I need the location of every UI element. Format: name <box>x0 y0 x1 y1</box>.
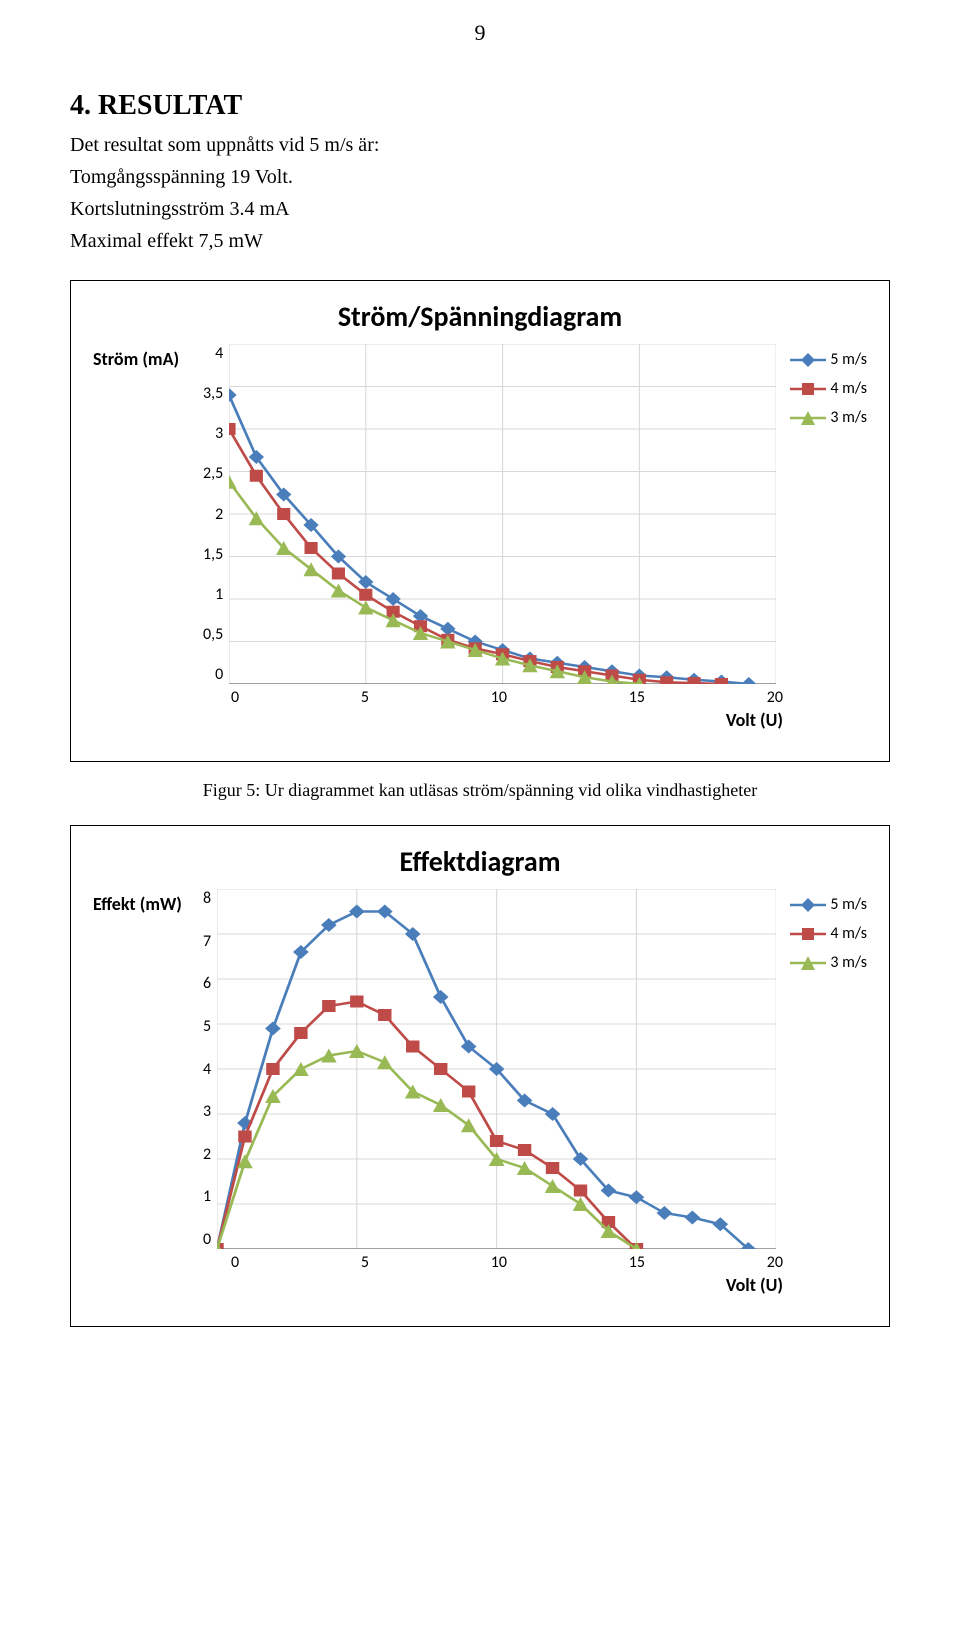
chart-power-yticks: 876543210 <box>203 889 217 1249</box>
legend-item: 3 m/s <box>790 408 867 427</box>
figure5-caption: Figur 5: Ur diagrammet kan utläsas ström… <box>70 780 890 801</box>
chart-power-plot <box>217 889 776 1249</box>
legend-item: 5 m/s <box>790 350 867 369</box>
legend-item: 3 m/s <box>790 953 867 972</box>
chart-power-legend: 5 m/s 4 m/s 3 m/s <box>790 889 867 972</box>
chart-power-frame: Effektdiagram Effekt (mW) 876543210 5 m/… <box>70 825 890 1327</box>
chart-iv-yticks: 43,532,521,510,50 <box>203 344 229 684</box>
section-heading: 4. RESULTAT <box>70 90 890 122</box>
chart-iv-legend: 5 m/s 4 m/s 3 m/s <box>790 344 867 427</box>
chart-iv-xlabel: Volt (U) <box>726 709 783 731</box>
chart-power-xticks: 05101520 <box>231 1253 783 1272</box>
result-line-2: Tomgångsspänning 19 Volt. <box>70 162 890 192</box>
page: 9 4. RESULTAT Det resultat som uppnåtts … <box>0 0 960 1630</box>
chart-power-xlabel: Volt (U) <box>726 1274 783 1296</box>
chart-power-title: Effektdiagram <box>93 844 867 879</box>
chart-iv-frame: Ström/Spänningdiagram Ström (mA) 43,532,… <box>70 280 890 762</box>
page-number: 9 <box>0 20 960 46</box>
chart-iv-title: Ström/Spänningdiagram <box>93 299 867 334</box>
result-line-4: Maximal effekt 7,5 mW <box>70 226 890 256</box>
legend-item: 5 m/s <box>790 895 867 914</box>
result-line-3: Kortslutningsström 3.4 mA <box>70 194 890 224</box>
legend-item: 4 m/s <box>790 924 867 943</box>
legend-item: 4 m/s <box>790 379 867 398</box>
chart-power-ylabel: Effekt (mW) <box>93 889 203 1296</box>
chart-iv-xticks: 05101520 <box>231 688 783 707</box>
result-line-1: Det resultat som uppnåtts vid 5 m/s är: <box>70 130 890 160</box>
chart-iv-plot <box>229 344 776 684</box>
chart-iv-ylabel: Ström (mA) <box>93 344 203 731</box>
